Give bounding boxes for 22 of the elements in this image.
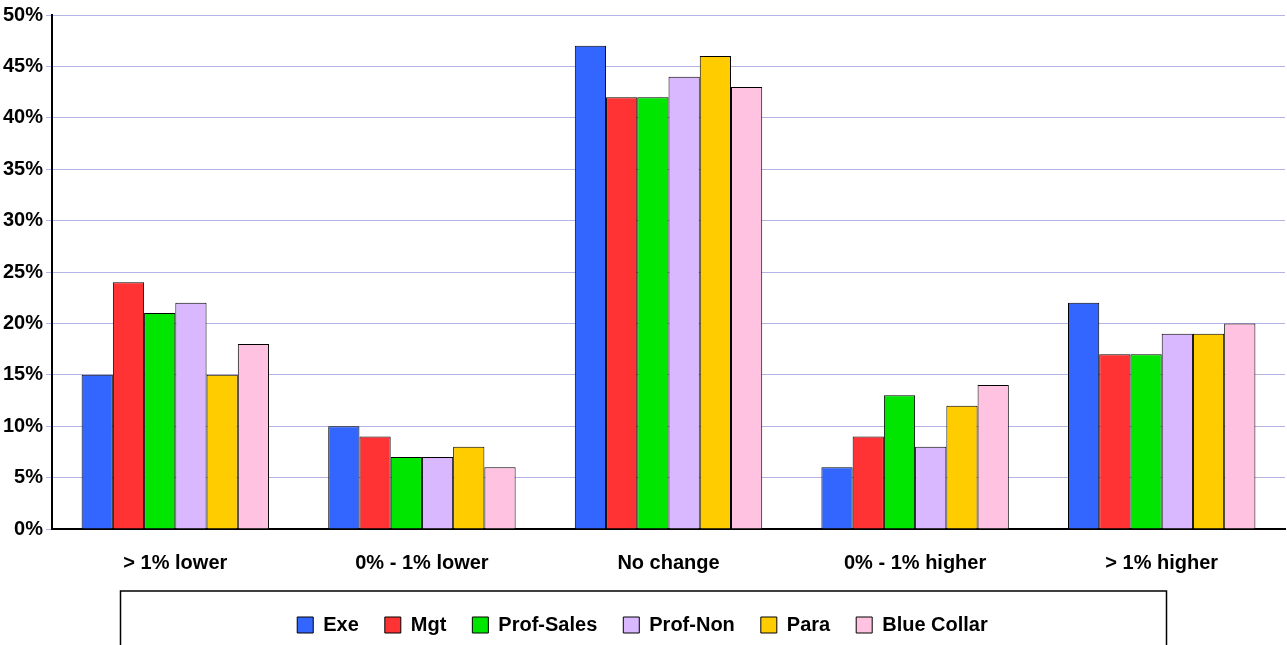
x-tick-label: 0% - 1% higher [843,550,987,573]
legend-label: Prof-Non [649,612,735,635]
y-tick-label: 40% [3,105,44,128]
y-tick-label: 0% [14,516,44,539]
legend-label: Mgt [410,612,447,635]
y-tick-label: 50% [3,2,44,25]
x-tick-label: No change [617,550,720,573]
x-tick-label: > 1% higher [1105,550,1219,573]
y-tick-label: 45% [3,53,44,76]
legend-label: Blue Collar [882,612,988,635]
y-tick-label: 10% [3,413,44,436]
legend-label: Para [786,612,832,635]
y-tick-label: 30% [3,208,44,231]
y-tick-label: 35% [3,156,44,179]
x-tick-label: 0% - 1% lower [355,550,489,573]
x-tick-label: > 1% lower [123,550,228,573]
legend-label: Prof-Sales [498,612,598,635]
y-tick-label: 25% [3,259,44,282]
y-tick-label: 5% [14,465,44,488]
legend-label: Exe [323,612,359,635]
y-tick-label: 20% [3,310,44,333]
y-tick-label: 15% [3,362,44,385]
